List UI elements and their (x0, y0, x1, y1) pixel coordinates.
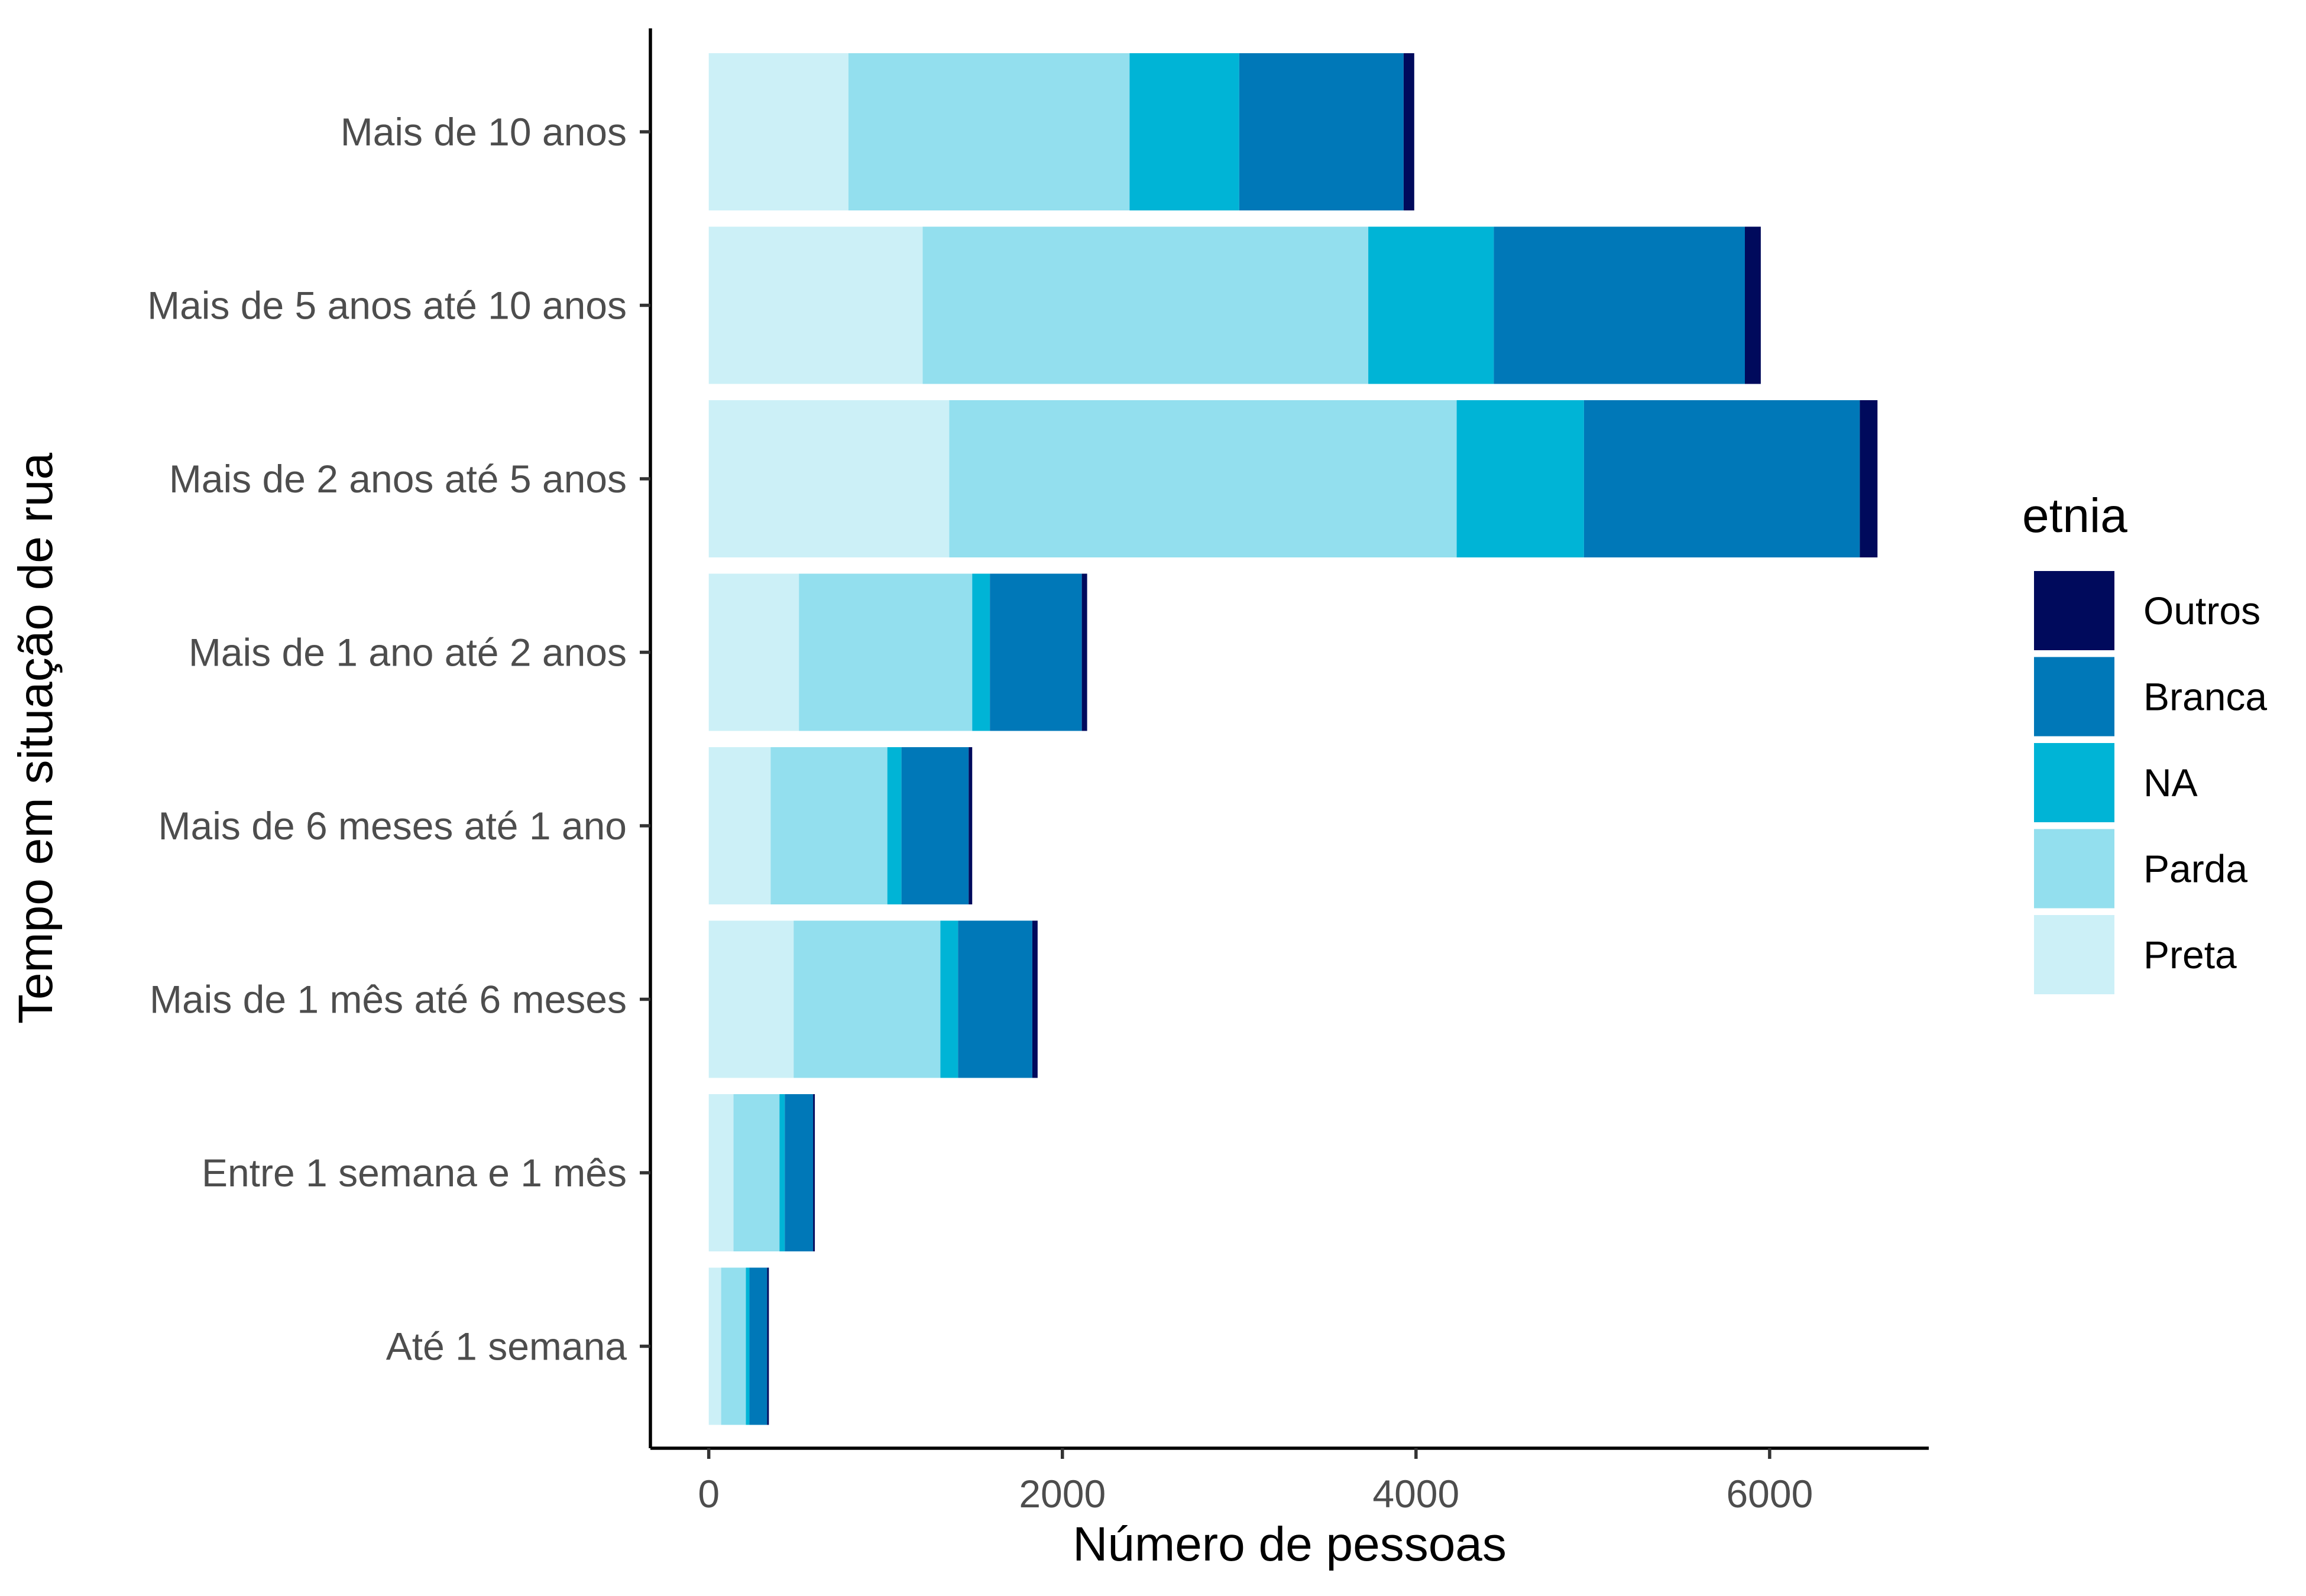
bar-mais-de-1-mes-ate-6-meses-outros (1032, 920, 1038, 1078)
y-tick-label: Até 1 semana (386, 1325, 627, 1368)
bar-mais-de-1-ano-ate-2-anos-preta (708, 573, 799, 731)
legend-key-na (2034, 743, 2114, 822)
y-tick-label: Mais de 1 mês até 6 meses (150, 978, 627, 1021)
legend-label-branca: Branca (2143, 675, 2267, 719)
bar-mais-de-6-meses-ate-1-ano-preta (708, 747, 771, 904)
bar-mais-de-1-ano-ate-2-anos-parda (799, 573, 973, 731)
y-tick-label: Mais de 6 meses até 1 ano (158, 804, 627, 848)
bar-mais-de-2-anos-ate-5-anos-outros (1860, 400, 1878, 557)
bar-mais-de-1-ano-ate-2-anos-branca (990, 573, 1082, 731)
bar-mais-de-5-anos-ate-10-anos-preta (708, 226, 923, 384)
legend-key-parda (2034, 829, 2114, 909)
bar-mais-de-10-anos-parda (848, 53, 1130, 210)
bar-ate-1-semana-na (746, 1267, 750, 1425)
bar-mais-de-2-anos-ate-5-anos-preta (708, 400, 950, 557)
bar-entre-1-semana-e-1-mes-na (779, 1094, 785, 1251)
legend: etnia Outros Branca NA Parda Preta (2022, 489, 2267, 994)
bar-ate-1-semana-preta (708, 1267, 721, 1425)
bar-mais-de-1-ano-ate-2-anos-na (972, 573, 990, 731)
bar-entre-1-semana-e-1-mes-preta (708, 1094, 734, 1251)
y-tick-label: Entre 1 semana e 1 mês (202, 1151, 627, 1195)
y-tick-label: Mais de 1 ano até 2 anos (189, 631, 627, 674)
bar-entre-1-semana-e-1-mes-parda (733, 1094, 780, 1251)
bar-mais-de-5-anos-ate-10-anos-branca (1494, 226, 1745, 384)
x-tick-label: 6000 (1726, 1472, 1813, 1516)
bar-mais-de-10-anos-outros (1403, 53, 1414, 210)
bar-ate-1-semana-branca (749, 1267, 767, 1425)
x-axis-title: Número de pessoas (1073, 1517, 1507, 1571)
x-tick-label: 0 (698, 1472, 720, 1516)
bar-mais-de-6-meses-ate-1-ano-na (887, 747, 902, 904)
bar-mais-de-2-anos-ate-5-anos-parda (949, 400, 1457, 557)
y-tick-label: Mais de 10 anos (341, 110, 627, 154)
bar-mais-de-1-mes-ate-6-meses-preta (708, 920, 794, 1078)
bar-mais-de-1-mes-ate-6-meses-parda (794, 920, 941, 1078)
bar-mais-de-2-anos-ate-5-anos-branca (1583, 400, 1860, 557)
legend-key-outros (2034, 571, 2114, 650)
bar-mais-de-2-anos-ate-5-anos-na (1456, 400, 1584, 557)
bar-ate-1-semana-parda (721, 1267, 746, 1425)
y-axis-title: Tempo em situação de rua (9, 452, 63, 1024)
bar-mais-de-5-anos-ate-10-anos-outros (1745, 226, 1761, 384)
bar-mais-de-10-anos-branca (1239, 53, 1404, 210)
legend-label-preta: Preta (2143, 933, 2237, 977)
bars-layer (708, 53, 1878, 1425)
bar-mais-de-1-mes-ate-6-meses-branca (958, 920, 1032, 1078)
bar-mais-de-6-meses-ate-1-ano-parda (770, 747, 888, 904)
legend-key-preta (2034, 915, 2114, 994)
x-tick-label: 4000 (1372, 1472, 1459, 1516)
bar-mais-de-1-mes-ate-6-meses-na (940, 920, 958, 1078)
bar-mais-de-6-meses-ate-1-ano-outros (969, 747, 973, 904)
bar-entre-1-semana-e-1-mes-outros (813, 1094, 815, 1251)
legend-label-outros: Outros (2143, 589, 2260, 632)
legend-label-parda: Parda (2143, 847, 2247, 891)
bar-mais-de-5-anos-ate-10-anos-parda (922, 226, 1369, 384)
bar-mais-de-6-meses-ate-1-ano-branca (901, 747, 969, 904)
y-tick-label: Mais de 5 anos até 10 anos (147, 284, 627, 327)
legend-key-branca (2034, 657, 2114, 737)
axes-layer (640, 28, 1929, 1459)
legend-label-na: NA (2143, 761, 2198, 805)
bar-entre-1-semana-e-1-mes-branca (785, 1094, 814, 1251)
labels-layer: Mais de 10 anos Mais de 5 anos até 10 ano… (9, 110, 1813, 1571)
bar-mais-de-10-anos-na (1129, 53, 1239, 210)
y-tick-label: Mais de 2 anos até 5 anos (169, 457, 627, 501)
legend-title: etnia (2022, 489, 2127, 543)
bar-mais-de-10-anos-preta (708, 53, 848, 210)
bar-ate-1-semana-outros (767, 1267, 769, 1425)
bar-mais-de-1-ano-ate-2-anos-outros (1081, 573, 1087, 731)
bar-mais-de-5-anos-ate-10-anos-na (1368, 226, 1494, 384)
x-tick-label: 2000 (1019, 1472, 1106, 1516)
